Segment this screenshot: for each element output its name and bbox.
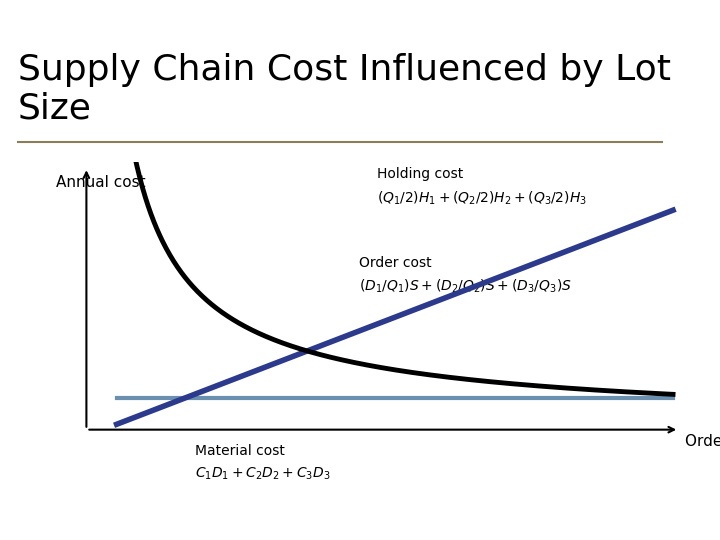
- Text: Holding cost
$(Q_1/2)H_1 + (Q_2/2)H_2 + (Q_3/2)H_3$: Holding cost $(Q_1/2)H_1 + (Q_2/2)H_2 + …: [377, 167, 587, 207]
- Text: Order cost
$(D_1/Q_1)S + (D_2/Q_2)S + (D_3/Q_3)S$: Order cost $(D_1/Q_1)S + (D_2/Q_2)S + (D…: [359, 255, 572, 295]
- Text: Annual cost: Annual cost: [56, 176, 145, 191]
- Text: Supply Chain Cost Influenced by Lot
Size: Supply Chain Cost Influenced by Lot Size: [18, 52, 671, 126]
- Text: UNIVERSITY OF COLORADO AT BOULDER: UNIVERSITY OF COLORADO AT BOULDER: [14, 12, 225, 23]
- Text: Order quantity: Order quantity: [685, 434, 720, 449]
- Text: Material cost
$C_1D_1 + C_2D_2 + C_3D_3$: Material cost $C_1D_1 + C_2D_2 + C_3D_3$: [195, 444, 330, 482]
- Text: LEEDS SCHOOL OF BUSINESS: LEEDS SCHOOL OF BUSINESS: [374, 11, 578, 24]
